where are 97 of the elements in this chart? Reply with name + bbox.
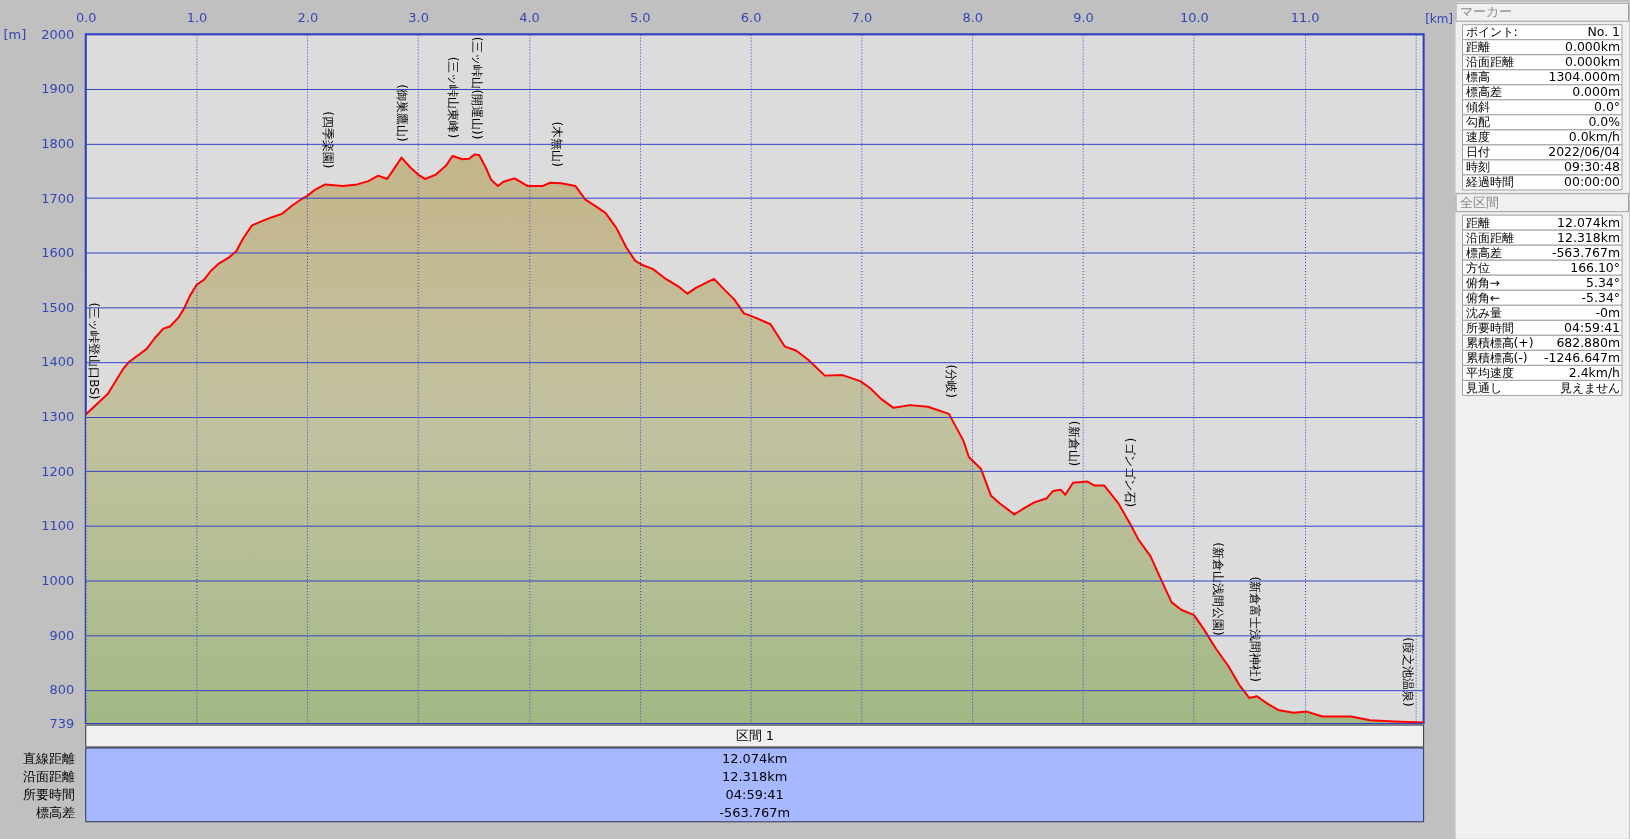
y-tick-label: 900	[49, 627, 75, 643]
text: 0.0°	[1594, 99, 1621, 115]
x-tick-label: 10.0	[1179, 9, 1209, 25]
annotation: (葭之池温泉)	[1400, 637, 1415, 707]
text: 沿面距離	[1465, 229, 1514, 245]
text: 標高差	[1465, 84, 1502, 100]
text: 12.318km	[1557, 229, 1621, 245]
text: 勾配	[1465, 114, 1490, 130]
text: 区間 1	[735, 728, 774, 744]
y-tick-label: 1800	[41, 135, 75, 151]
annotation: (分岐)	[944, 364, 959, 398]
y-tick-label: 1600	[41, 245, 75, 261]
text: 見通し	[1465, 379, 1502, 395]
x-tick-label: 11.0	[1290, 9, 1320, 25]
text: 経過時間	[1464, 174, 1514, 190]
text: -563.767m	[1551, 244, 1621, 260]
text: 距離	[1465, 214, 1490, 230]
annotation: (四季楽園)	[321, 111, 336, 169]
text: 1304.000m	[1548, 69, 1621, 85]
text: No. 1	[1587, 24, 1621, 40]
text: 沈み量	[1465, 304, 1502, 320]
x-tick-label: 8.0	[962, 9, 983, 25]
annotation: (新倉山)	[1067, 420, 1082, 467]
annotation: (ゴンゴン石)	[1122, 437, 1137, 508]
y-tick-label: 1500	[41, 299, 75, 315]
text: 直線距離	[22, 750, 75, 766]
x-tick-label: 2.0	[297, 9, 319, 25]
text: 12.318km	[721, 768, 788, 784]
x-tick-label: 1.0	[186, 9, 208, 25]
text: 166.10°	[1570, 259, 1621, 275]
text: 04:59:41	[1564, 319, 1621, 335]
y-tick-label: 1200	[41, 463, 75, 479]
text: 0.0%	[1588, 114, 1621, 130]
text: -5.34°	[1581, 289, 1621, 305]
annotation: (三ッ峠登山口BS)	[86, 302, 101, 400]
x-tick-label: 9.0	[1073, 9, 1094, 25]
text: 平均速度	[1465, 364, 1514, 380]
text: 累積標高(-)	[1465, 349, 1528, 365]
y-tick-label: 800	[49, 682, 75, 698]
annotation: (木無山)	[549, 121, 564, 167]
annotation: (新倉富士浅間神社)	[1247, 576, 1262, 682]
x-tick-label: 3.0	[408, 9, 429, 25]
y-tick-label: 1900	[41, 81, 75, 97]
text: 沿面距離	[22, 768, 75, 784]
text: -563.767m	[719, 804, 791, 820]
x-tick-label: 7.0	[851, 9, 873, 25]
text: 所要時間	[22, 786, 75, 802]
text: 2022/06/04	[1548, 144, 1621, 160]
y-tick-label: 2000	[41, 26, 75, 42]
text: 見えません	[1560, 379, 1621, 395]
text: 俯角→	[1465, 274, 1500, 290]
y-tick-label: 1700	[41, 190, 75, 206]
text: 沿面距離	[1465, 54, 1514, 70]
text: 00:00:00	[1564, 174, 1621, 190]
y-tick-label: 1300	[41, 409, 75, 425]
text: 0.0km/h	[1568, 129, 1621, 145]
x-tick-label: 6.0	[740, 9, 762, 25]
text: 距離	[1465, 39, 1490, 55]
x-tick-label: 4.0	[519, 9, 540, 25]
text: 日付	[1465, 144, 1490, 160]
text: 12.074km	[1557, 214, 1621, 230]
text: 方位	[1465, 259, 1490, 275]
text: 累積標高(+)	[1465, 334, 1534, 350]
text: 時刻	[1465, 159, 1490, 175]
text: 速度	[1465, 129, 1490, 145]
y-tick-label: 1400	[41, 354, 75, 370]
annotation: (新倉山浅間公園)	[1211, 542, 1226, 636]
x-axis-title: [km]	[1425, 11, 1454, 26]
x-tick-label: 0.0	[75, 9, 97, 25]
text: 12.074km	[721, 750, 788, 766]
text: 所要時間	[1465, 319, 1514, 335]
text: -0m	[1595, 304, 1621, 320]
text: 傾斜	[1465, 99, 1490, 115]
y-axis-title: [m]	[3, 26, 27, 42]
annotation: (御巣鷹山)	[394, 84, 409, 142]
text: 04:59:41	[725, 786, 784, 802]
text: 682.880m	[1556, 334, 1621, 350]
text: マーカー	[1459, 4, 1512, 20]
y-tick-label: 1100	[41, 518, 75, 534]
x-tick-label: 5.0	[629, 9, 651, 25]
text: 0.000km	[1565, 39, 1621, 55]
text: 全区間	[1459, 194, 1499, 210]
annotation: (三ッ峠山(開運山))	[469, 36, 484, 140]
y-tick-label: 739	[49, 715, 75, 731]
text: ポイント:	[1465, 24, 1518, 40]
text: 09:30:48	[1564, 159, 1621, 175]
text: 標高	[1465, 69, 1490, 85]
y-tick-label: 1000	[41, 572, 75, 588]
text: 0.000m	[1572, 84, 1621, 100]
text: 0.000km	[1565, 54, 1621, 70]
text: 2.4km/h	[1568, 364, 1621, 380]
text: 標高差	[1465, 244, 1502, 260]
text: 俯角←	[1465, 289, 1500, 305]
text: 5.34°	[1586, 274, 1621, 290]
annotation: (三ッ峠山東峰)	[445, 56, 460, 139]
text: -1246.647m	[1543, 349, 1621, 365]
text: 標高差	[35, 804, 75, 820]
